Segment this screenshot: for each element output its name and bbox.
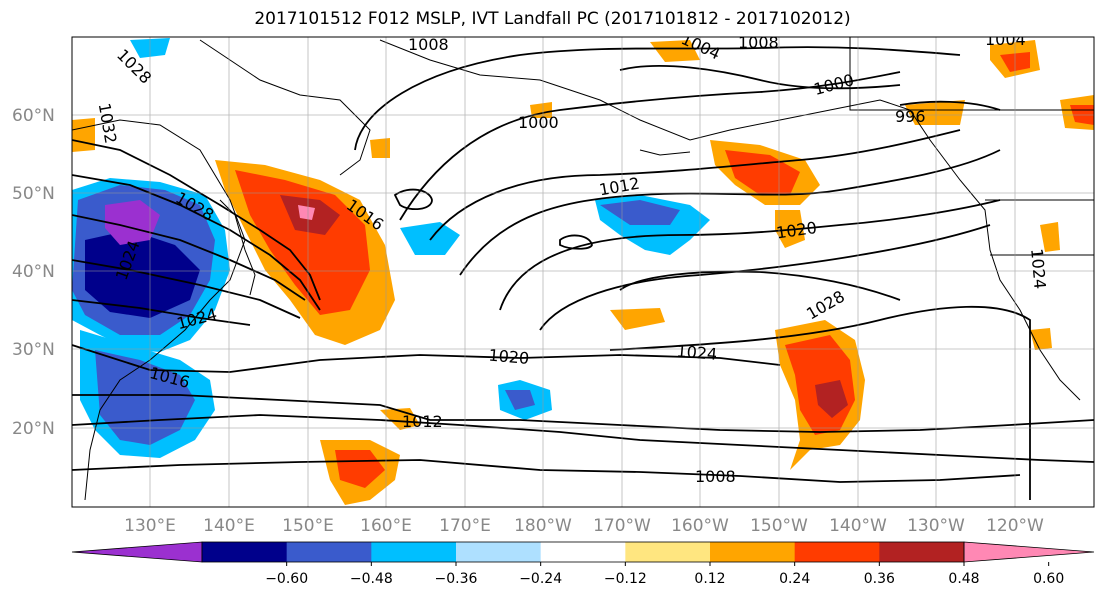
latitude-labels: 60°N 50°N 40°N 30°N 20°N [12,106,55,439]
colorbar-segment [794,542,880,562]
colorbar-segment [202,542,288,562]
contour-label: 1008 [695,467,736,486]
lon-label: 120°W [986,516,1044,536]
colorbar-tick-label: 0.24 [779,571,810,587]
lat-label: 40°N [12,262,55,282]
lon-label: 180°W [514,516,572,536]
lon-label: 160°E [360,516,412,536]
colorbar-tick-label: −0.36 [435,571,478,587]
colorbar-tick-label: 0.36 [864,571,895,587]
colorbar-segment [879,542,965,562]
colorbar-segment [540,542,626,562]
lon-label: 150°E [282,516,334,536]
contour-label: 1024 [1027,248,1049,290]
lon-label: 160°W [671,516,729,536]
longitude-labels: 130°E 140°E 150°E 160°E 170°E 180°W 170°… [124,516,1044,536]
lon-label: 150°W [750,516,808,536]
colorbar-segment [625,542,711,562]
contour-label: 1024 [676,341,718,363]
colorbar-segment [286,542,372,562]
colorbar-segment [710,542,796,562]
lat-label: 50°N [12,184,55,204]
map-frame [71,36,1095,508]
coastlines [72,37,1094,501]
colorbar: −0.60 −0.48 −0.36 −0.24 −0.12 0.12 0.24 0.36 0.4… [71,541,1095,587]
lon-label: 140°W [829,516,887,536]
colorbar-tick-label: −0.12 [604,571,647,587]
lat-label: 20°N [12,419,55,439]
lon-label: 130°E [124,516,176,536]
map-title: 2017101512 F012 MSLP, IVT Landfall PC (2… [254,9,851,29]
lon-label: 170°E [439,516,491,536]
colorbar-segment [456,542,542,562]
contour-label: 996 [895,107,926,126]
colorbar-segment [371,542,457,562]
colorbar-extend-high [963,541,1095,563]
colorbar-tick-label: 0.12 [694,571,725,587]
colorbar-tick-label: −0.48 [350,571,393,587]
contour-label: 1012 [402,412,443,431]
contour-label: 1008 [738,33,779,52]
graticule [72,37,1094,507]
contour-label: 1008 [408,35,449,54]
lat-label: 30°N [12,340,55,360]
colorbar-extend-low [71,541,203,563]
lon-label: 130°W [907,516,965,536]
contour-label: 1000 [518,113,559,132]
ivt-positive-fill [72,40,1094,505]
lat-label: 60°N [12,106,55,126]
contour-label: 1004 [985,30,1026,49]
ivt-negative-fill [72,38,710,458]
colorbar-tick-label: −0.60 [265,571,308,587]
colorbar-tick-label: 0.60 [1033,571,1064,587]
colorbar-frame [201,541,965,563]
lon-label: 170°W [593,516,651,536]
colorbar-tick-label: 0.48 [948,571,979,587]
contour-label: 1020 [488,346,530,368]
lon-label: 140°E [203,516,255,536]
colorbar-tick-label: −0.24 [519,571,562,587]
